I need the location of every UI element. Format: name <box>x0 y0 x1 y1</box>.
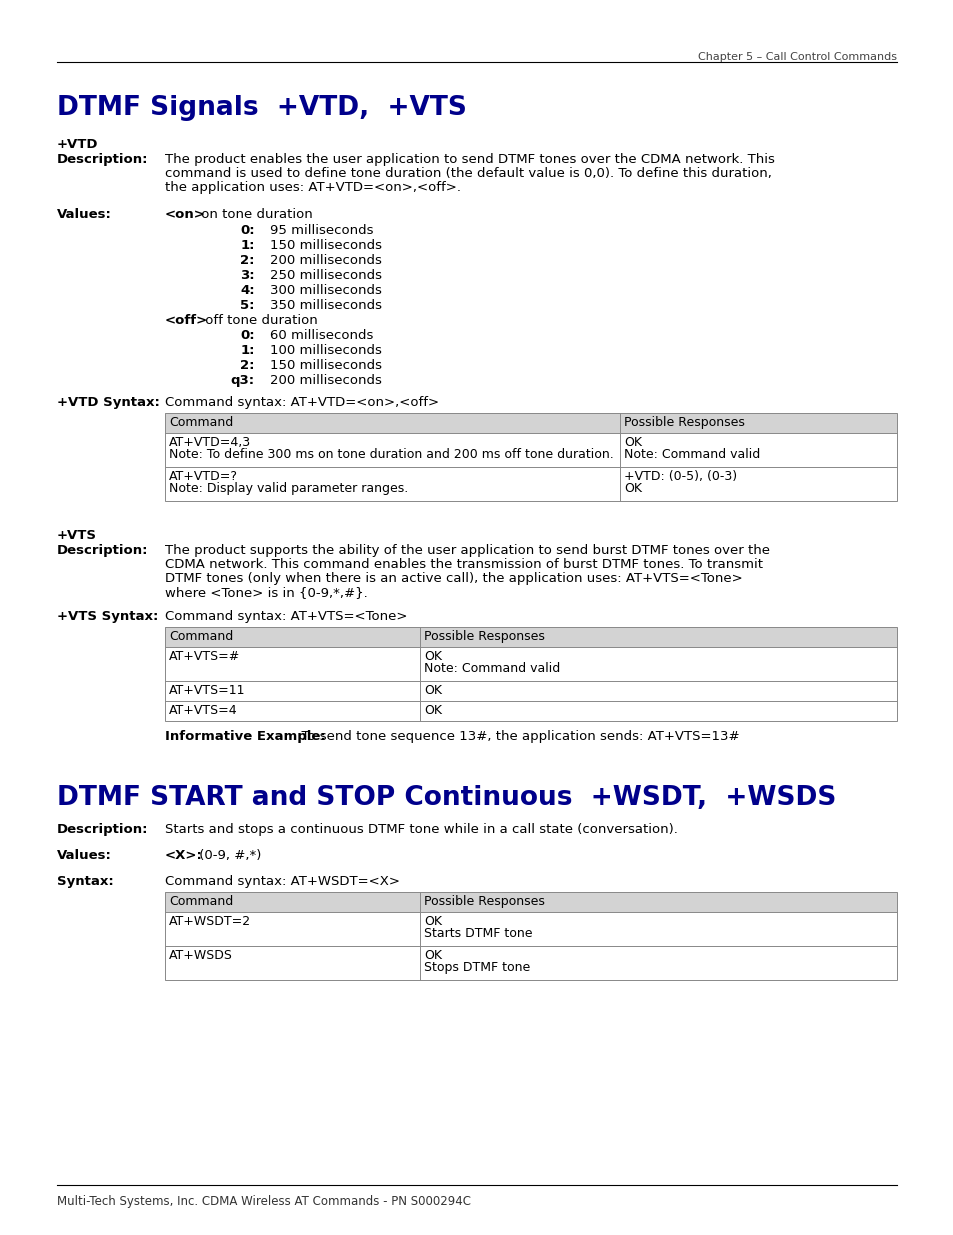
Text: Values:: Values: <box>57 207 112 221</box>
Text: +VTS: +VTS <box>57 529 97 542</box>
Text: where <Tone> is in {0-9,*,#}.: where <Tone> is in {0-9,*,#}. <box>165 585 367 599</box>
Text: To send tone sequence 13#, the application sends: AT+VTS=13#: To send tone sequence 13#, the applicati… <box>293 730 739 743</box>
Text: Note: To define 300 ms on tone duration and 200 ms off tone duration.: Note: To define 300 ms on tone duration … <box>169 448 613 461</box>
Text: OK: OK <box>623 482 641 495</box>
Text: 2:: 2: <box>240 359 254 372</box>
Text: Possible Responses: Possible Responses <box>423 630 544 643</box>
Text: Description:: Description: <box>57 823 149 836</box>
Text: 1:: 1: <box>240 240 254 252</box>
Text: <off>: <off> <box>165 314 208 327</box>
Text: Note: Command valid: Note: Command valid <box>623 448 760 461</box>
Text: 5:: 5: <box>240 299 254 312</box>
Text: 3:: 3: <box>240 269 254 282</box>
Text: 150 milliseconds: 150 milliseconds <box>270 240 381 252</box>
Text: DTMF tones (only when there is an active call), the application uses: AT+VTS=<To: DTMF tones (only when there is an active… <box>165 572 742 585</box>
Text: 150 milliseconds: 150 milliseconds <box>270 359 381 372</box>
Text: Multi-Tech Systems, Inc. CDMA Wireless AT Commands - PN S000294C: Multi-Tech Systems, Inc. CDMA Wireless A… <box>57 1195 471 1208</box>
Text: AT+VTS=11: AT+VTS=11 <box>169 684 245 697</box>
Text: Command: Command <box>169 895 233 908</box>
Text: command is used to define tone duration (the default value is 0,0). To define th: command is used to define tone duration … <box>165 167 771 180</box>
Text: 95 milliseconds: 95 milliseconds <box>270 224 374 237</box>
Text: +VTD: +VTD <box>57 138 98 151</box>
Text: +VTS Syntax:: +VTS Syntax: <box>57 610 158 622</box>
Text: +VTD Syntax:: +VTD Syntax: <box>57 396 160 409</box>
Text: Values:: Values: <box>57 848 112 862</box>
Text: Description:: Description: <box>57 543 149 557</box>
Text: Command: Command <box>169 416 233 429</box>
Text: OK: OK <box>423 650 441 663</box>
Text: Note: Command valid: Note: Command valid <box>423 662 559 676</box>
Text: 60 milliseconds: 60 milliseconds <box>270 329 373 342</box>
Text: Command syntax: AT+VTD=<on>,<off>: Command syntax: AT+VTD=<on>,<off> <box>165 396 438 409</box>
Text: q3:: q3: <box>231 374 254 387</box>
Text: 250 milliseconds: 250 milliseconds <box>270 269 381 282</box>
Text: +VTD: (0-5), (0-3): +VTD: (0-5), (0-3) <box>623 471 737 483</box>
Text: AT+WSDT=2: AT+WSDT=2 <box>169 915 251 927</box>
Text: 350 milliseconds: 350 milliseconds <box>270 299 381 312</box>
Text: OK: OK <box>623 436 641 450</box>
Text: OK: OK <box>423 704 441 718</box>
Text: Informative Example:: Informative Example: <box>165 730 325 743</box>
Bar <box>165 892 896 911</box>
Text: Command syntax: AT+WSDT=<X>: Command syntax: AT+WSDT=<X> <box>165 876 399 888</box>
Text: 2:: 2: <box>240 254 254 267</box>
Text: AT+VTD=4,3: AT+VTD=4,3 <box>169 436 251 450</box>
Text: 1:: 1: <box>240 345 254 357</box>
Text: Syntax:: Syntax: <box>57 876 113 888</box>
Text: 4:: 4: <box>240 284 254 296</box>
Bar <box>165 627 896 647</box>
Text: <on>: <on> <box>165 207 206 221</box>
Text: Chapter 5 – Call Control Commands: Chapter 5 – Call Control Commands <box>698 52 896 62</box>
Text: 300 milliseconds: 300 milliseconds <box>270 284 381 296</box>
Text: 200 milliseconds: 200 milliseconds <box>270 374 381 387</box>
Text: AT+VTD=?: AT+VTD=? <box>169 471 237 483</box>
Text: (0-9, #,*): (0-9, #,*) <box>194 848 261 862</box>
Text: Command syntax: AT+VTS=<Tone>: Command syntax: AT+VTS=<Tone> <box>165 610 407 622</box>
Text: the application uses: AT+VTD=<on>,<off>.: the application uses: AT+VTD=<on>,<off>. <box>165 182 460 194</box>
Text: AT+WSDS: AT+WSDS <box>169 948 233 962</box>
Bar <box>165 412 896 433</box>
Text: CDMA network. This command enables the transmission of burst DTMF tones. To tran: CDMA network. This command enables the t… <box>165 558 762 571</box>
Text: Description:: Description: <box>57 153 149 165</box>
Text: 200 milliseconds: 200 milliseconds <box>270 254 381 267</box>
Text: The product supports the ability of the user application to send burst DTMF tone: The product supports the ability of the … <box>165 543 769 557</box>
Text: The product enables the user application to send DTMF tones over the CDMA networ: The product enables the user application… <box>165 153 774 165</box>
Text: Possible Responses: Possible Responses <box>623 416 744 429</box>
Text: 0:: 0: <box>240 329 254 342</box>
Text: AT+VTS=4: AT+VTS=4 <box>169 704 237 718</box>
Text: Starts DTMF tone: Starts DTMF tone <box>423 927 532 940</box>
Bar <box>165 627 896 721</box>
Text: OK: OK <box>423 948 441 962</box>
Text: Possible Responses: Possible Responses <box>423 895 544 908</box>
Text: 0:: 0: <box>240 224 254 237</box>
Text: <X>:: <X>: <box>165 848 203 862</box>
Text: 100 milliseconds: 100 milliseconds <box>270 345 381 357</box>
Bar <box>165 892 896 981</box>
Text: AT+VTS=#: AT+VTS=# <box>169 650 240 663</box>
Text: DTMF Signals  +VTD,  +VTS: DTMF Signals +VTD, +VTS <box>57 95 466 121</box>
Bar <box>165 412 896 501</box>
Text: OK: OK <box>423 915 441 927</box>
Text: off tone duration: off tone duration <box>201 314 317 327</box>
Text: Stops DTMF tone: Stops DTMF tone <box>423 961 530 974</box>
Text: Command: Command <box>169 630 233 643</box>
Text: on tone duration: on tone duration <box>196 207 313 221</box>
Text: OK: OK <box>423 684 441 697</box>
Text: DTMF START and STOP Continuous  +WSDT,  +WSDS: DTMF START and STOP Continuous +WSDT, +W… <box>57 785 836 811</box>
Text: Note: Display valid parameter ranges.: Note: Display valid parameter ranges. <box>169 482 408 495</box>
Text: Starts and stops a continuous DTMF tone while in a call state (conversation).: Starts and stops a continuous DTMF tone … <box>165 823 678 836</box>
